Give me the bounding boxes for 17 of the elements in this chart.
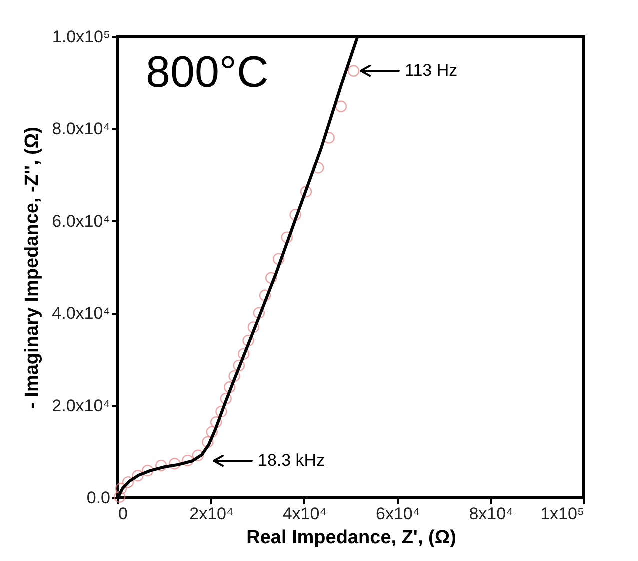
- x-tick-label: 1x10⁵: [540, 504, 584, 524]
- annotation: 18.3 kHz: [258, 451, 326, 470]
- x-axis-title: Real Impedance, Z', (Ω): [246, 528, 456, 548]
- x-tick-label: 4x10⁴: [282, 504, 327, 524]
- annotation: 800°C: [146, 48, 269, 97]
- y-tick-label: 2.0x10⁴: [52, 396, 110, 416]
- y-tick-label: 8.0x10⁴: [52, 120, 110, 139]
- y-tick-label: 4.0x10⁴: [52, 304, 110, 324]
- annotation: 113 Hz: [405, 61, 458, 80]
- y-tick-label: 6.0x10⁴: [52, 212, 110, 231]
- x-tick-label: 0: [118, 504, 128, 524]
- y-axis-title: - Imaginary Impedance, -Z'', (Ω): [22, 127, 44, 409]
- x-tick-label: 6x10⁴: [376, 504, 420, 524]
- x-tick-label: 2x10⁴: [190, 504, 234, 524]
- y-tick-label: 1.0x10⁵: [52, 28, 110, 46]
- x-tick-label: 8x10⁴: [469, 504, 514, 524]
- y-tick-label: 0.0: [86, 488, 110, 508]
